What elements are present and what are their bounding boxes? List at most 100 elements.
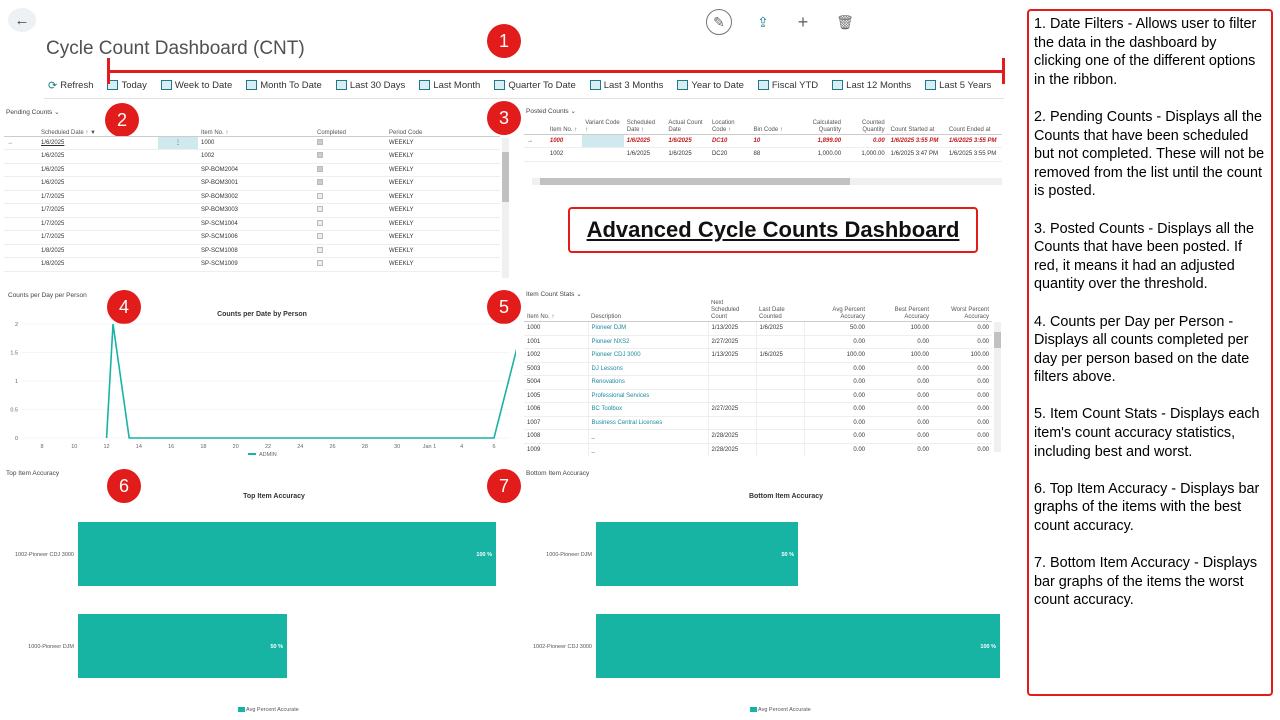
completed-checkbox[interactable] bbox=[314, 257, 386, 272]
stats-cell[interactable]: DJ Lessons bbox=[588, 362, 709, 376]
filter-quarter-to-date-button[interactable]: Quarter To Date bbox=[494, 76, 576, 94]
scheduled-date-cell[interactable]: 1/6/2025 bbox=[38, 163, 158, 177]
row-selector[interactable] bbox=[4, 190, 38, 204]
filter-last-month-button[interactable]: Last Month bbox=[419, 76, 480, 94]
stats-col[interactable]: Description bbox=[588, 300, 708, 322]
delete-button[interactable]: 🗑 bbox=[832, 9, 858, 35]
table-row[interactable]: 1002 1/6/2025 1/6/2025 DC20 88 1,000.00 1,000.… bbox=[524, 147, 1002, 162]
completed-checkbox[interactable] bbox=[314, 203, 386, 218]
table-row[interactable]: 1002 Pioneer CDJ 3000 1/13/2025 1/6/2025 100… bbox=[524, 348, 992, 363]
stats-cell[interactable]: Business Central Licenses bbox=[588, 416, 709, 430]
row-menu[interactable]: ⋮ bbox=[158, 136, 198, 150]
row-menu[interactable] bbox=[158, 149, 198, 164]
row-selector[interactable] bbox=[4, 163, 38, 177]
scheduled-date-cell[interactable]: 1/7/2025 bbox=[38, 190, 158, 204]
row-selector[interactable] bbox=[4, 257, 38, 272]
row-selector[interactable] bbox=[4, 244, 38, 258]
completed-checkbox[interactable] bbox=[314, 190, 386, 204]
scheduled-date-cell[interactable]: 1/7/2025 bbox=[38, 217, 158, 231]
filter-year-to-date-button[interactable]: Year to Date bbox=[677, 76, 744, 94]
completed-checkbox[interactable] bbox=[314, 163, 386, 177]
col-period-code[interactable]: Period Code bbox=[386, 118, 500, 137]
table-row[interactable]: 1001 Pioneer NXS2 2/27/2025 0.00 0.00 0.00 bbox=[524, 335, 992, 349]
table-row[interactable]: 1/6/2025 1002 WEEKLY bbox=[4, 149, 500, 164]
table-row[interactable]: 1000 Pioneer DJM 1/13/2025 1/6/2025 50.00 100… bbox=[524, 321, 992, 336]
scheduled-date-cell[interactable]: 1/6/2025 bbox=[38, 136, 158, 150]
posted-hscrollbar[interactable] bbox=[532, 178, 1002, 185]
filter-month-to-date-button[interactable]: Month To Date bbox=[246, 76, 322, 94]
scheduled-date-cell[interactable]: 1/6/2025 bbox=[38, 176, 158, 191]
col-scheduled-date[interactable]: Scheduled Date ↑ ▼ bbox=[38, 118, 158, 137]
table-row[interactable]: 1006 BC Toolbox 2/27/2025 0.00 0.00 0.00 bbox=[524, 402, 992, 417]
stats-cell[interactable]: Pioneer NXS2 bbox=[588, 335, 709, 349]
posted-col[interactable]: Counted Quantity bbox=[844, 116, 888, 135]
stats-col[interactable]: Item No. ↑ bbox=[524, 300, 588, 322]
table-row[interactable]: 1/6/2025 SP-BOM3001 WEEKLY bbox=[4, 176, 500, 191]
filter-last-12-months-button[interactable]: Last 12 Months bbox=[832, 76, 911, 94]
stats-cell[interactable]: Renovations bbox=[588, 375, 709, 390]
row-selector[interactable] bbox=[524, 147, 541, 162]
stats-col[interactable]: Best Percent Accuracy bbox=[868, 300, 932, 322]
stats-cell[interactable]: Pioneer DJM bbox=[588, 321, 709, 336]
row-selector[interactable] bbox=[4, 217, 38, 231]
row-menu[interactable] bbox=[158, 230, 198, 245]
scheduled-date-cell[interactable]: 1/7/2025 bbox=[38, 203, 158, 218]
share-button[interactable]: ⇪ bbox=[750, 9, 776, 35]
table-row[interactable]: 1/8/2025 SP-SCM1009 WEEKLY bbox=[4, 257, 500, 272]
row-selector[interactable] bbox=[4, 176, 38, 191]
row-menu[interactable] bbox=[158, 163, 198, 177]
posted-col[interactable]: Calculated Quantity bbox=[792, 116, 845, 135]
completed-checkbox[interactable] bbox=[314, 230, 386, 245]
row-selector[interactable]: → bbox=[524, 134, 541, 148]
posted-col[interactable]: Count Ended at bbox=[945, 116, 1002, 135]
row-menu[interactable] bbox=[158, 176, 198, 191]
stats-cell[interactable]: _ bbox=[588, 443, 709, 456]
completed-checkbox[interactable] bbox=[314, 136, 386, 150]
table-row[interactable]: 1007 Business Central Licenses 0.00 0.00 0.0… bbox=[524, 416, 992, 430]
stats-cell[interactable]: Professional Services bbox=[588, 389, 709, 403]
table-row[interactable]: 5004 Renovations 0.00 0.00 0.00 bbox=[524, 375, 992, 390]
posted-col[interactable]: Bin Code ↑ bbox=[750, 116, 793, 135]
row-menu[interactable] bbox=[158, 257, 198, 272]
item-count-stats-title[interactable]: Item Count Stats ⌄ bbox=[526, 291, 582, 298]
stats-col[interactable]: Next Scheduled Count bbox=[708, 300, 756, 322]
scheduled-date-cell[interactable]: 1/8/2025 bbox=[38, 244, 158, 258]
row-menu[interactable] bbox=[158, 244, 198, 258]
stats-scrollbar[interactable] bbox=[994, 322, 1001, 452]
posted-col[interactable]: Scheduled Date ↑ bbox=[623, 116, 666, 135]
stats-cell[interactable]: _ bbox=[588, 429, 709, 444]
edit-button[interactable]: ✎ bbox=[706, 9, 732, 35]
table-row[interactable]: 1005 Professional Services 0.00 0.00 0.00 bbox=[524, 389, 992, 403]
stats-cell[interactable]: Pioneer CDJ 3000 bbox=[588, 348, 709, 363]
posted-col[interactable]: Location Code ↑ bbox=[708, 116, 751, 135]
pending-counts-title[interactable]: Pending Counts ⌄ bbox=[6, 109, 60, 116]
completed-checkbox[interactable] bbox=[314, 149, 386, 164]
filter-fiscal-ytd-button[interactable]: Fiscal YTD bbox=[757, 76, 818, 94]
table-row[interactable]: 1/7/2025 SP-BOM3003 WEEKLY bbox=[4, 203, 500, 218]
row-selector[interactable]: → bbox=[4, 136, 38, 150]
col-completed[interactable]: Completed bbox=[314, 118, 386, 137]
stats-col[interactable]: Last Date Counted bbox=[756, 300, 804, 322]
posted-col[interactable]: Item No. ↑ bbox=[546, 116, 583, 135]
pending-scrollbar[interactable] bbox=[502, 138, 509, 278]
posted-col[interactable]: Variant Code ↑ bbox=[582, 116, 624, 135]
table-row[interactable]: 1/6/2025 SP-BOM2004 WEEKLY bbox=[4, 163, 500, 177]
scheduled-date-cell[interactable]: 1/8/2025 bbox=[38, 257, 158, 272]
completed-checkbox[interactable] bbox=[314, 244, 386, 258]
row-selector[interactable] bbox=[4, 203, 38, 218]
back-button[interactable]: ← bbox=[8, 8, 36, 32]
table-row[interactable]: 1/7/2025 SP-BOM3002 WEEKLY bbox=[4, 190, 500, 204]
table-row[interactable]: 1/7/2025 SP-SCM1004 WEEKLY bbox=[4, 217, 500, 231]
table-row[interactable]: 1009 _ 2/28/2025 0.00 0.00 0.00 bbox=[524, 443, 992, 456]
table-row[interactable]: 1/8/2025 SP-SCM1008 WEEKLY bbox=[4, 244, 500, 258]
filter-last-5-years-button[interactable]: Last 5 Years bbox=[925, 76, 991, 94]
posted-counts-title[interactable]: Posted Counts ⌄ bbox=[526, 108, 576, 115]
row-menu[interactable] bbox=[158, 190, 198, 204]
scheduled-date-cell[interactable]: 1/6/2025 bbox=[38, 149, 158, 164]
stats-col[interactable]: Worst Percent Accuracy bbox=[932, 300, 992, 322]
filter-last-30-days-button[interactable]: Last 30 Days bbox=[335, 76, 405, 94]
new-button[interactable]: + bbox=[790, 9, 816, 35]
table-row[interactable]: 1008 _ 2/28/2025 0.00 0.00 0.00 bbox=[524, 429, 992, 444]
row-selector[interactable] bbox=[4, 149, 38, 164]
posted-col[interactable]: Count Started at bbox=[887, 116, 946, 135]
